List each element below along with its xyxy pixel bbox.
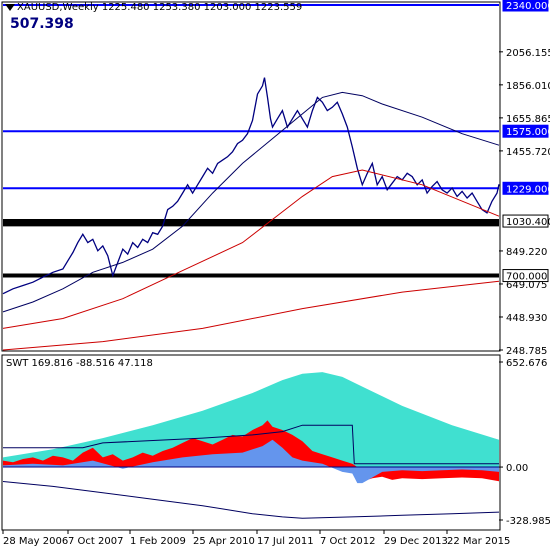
time-tick-label: 7 Oct 2007 xyxy=(68,536,123,547)
price-tick-label: 1856.010 xyxy=(506,81,550,92)
swt-cyan-area xyxy=(3,372,499,467)
price-series-group xyxy=(2,77,500,351)
swt-blue-area xyxy=(3,439,499,484)
indicator-value-readout: 507.398 xyxy=(10,16,74,32)
price-line xyxy=(2,77,500,295)
price-tick-label: 649.075 xyxy=(506,280,547,291)
time-tick-label: 25 Apr 2010 xyxy=(193,536,255,547)
price-tick-label: 448.930 xyxy=(506,313,547,324)
price-tick-label: 248.785 xyxy=(506,346,547,357)
indicator-label: SWT 169.816 -88.516 47.118 xyxy=(6,358,153,369)
time-tick-label: 28 May 2006 xyxy=(3,536,68,547)
time-tick-label: 17 Jul 2011 xyxy=(257,536,314,547)
time-tick-label: 7 Oct 2012 xyxy=(320,536,375,547)
time-axis: 28 May 2006 7 Oct 2007 1 Feb 2009 25 Apr 20… xyxy=(2,530,510,547)
main-panel-frame xyxy=(1,1,501,352)
symbol-info: XAUUSD,Weekly 1225.480 1253.380 1203.000… xyxy=(5,2,302,13)
level-price-box xyxy=(502,0,549,12)
level-price-box xyxy=(502,214,549,228)
horizontal-levels xyxy=(3,4,499,278)
level-price-label: 2340.000 xyxy=(506,1,550,12)
main-price-axis: 2056.155 1856.010 1655.865 1455.720 849.220 6… xyxy=(499,48,550,357)
price-tick-label: 849.220 xyxy=(506,247,547,258)
moving-average-fast-line xyxy=(2,91,500,313)
symbol-info-text: XAUUSD,Weekly 1225.480 1253.380 1203.000… xyxy=(17,2,303,13)
level-price-box xyxy=(502,124,549,138)
time-tick-label: 1 Feb 2009 xyxy=(130,536,186,547)
level-price-label: 1229.000 xyxy=(506,184,550,195)
indicator-axis: 652.676 0.00 -328.985 xyxy=(499,358,550,527)
level-price-box xyxy=(502,181,549,195)
level-price-label: 1030.400 xyxy=(506,217,550,228)
level-price-label: 700.000 xyxy=(506,272,547,283)
moving-average-slow-line xyxy=(2,280,500,351)
indicator-tick-label: 652.676 xyxy=(506,358,547,369)
level-price-boxes: 2340.000 1575.000 1229.000 1030.400 700.000 xyxy=(502,0,550,283)
time-tick-label: 22 Mar 2015 xyxy=(447,536,510,547)
dropdown-arrow-icon xyxy=(5,3,15,11)
swt-indicator-group xyxy=(2,372,500,519)
time-tick-label: 29 Dec 2013 xyxy=(384,536,448,547)
price-tick-label: 2056.155 xyxy=(506,48,550,59)
level-price-label: 1575.000 xyxy=(506,127,550,138)
indicator-tick-label: 0.00 xyxy=(506,463,528,474)
moving-average-medium-line xyxy=(2,169,500,329)
swt-step-line xyxy=(3,424,499,465)
price-tick-label: 1455.720 xyxy=(506,147,550,158)
price-tick-label: 1655.865 xyxy=(506,114,550,125)
indicator-tick-label: -328.985 xyxy=(506,516,550,527)
level-price-box xyxy=(502,269,549,283)
swt-lower-band xyxy=(2,481,500,519)
